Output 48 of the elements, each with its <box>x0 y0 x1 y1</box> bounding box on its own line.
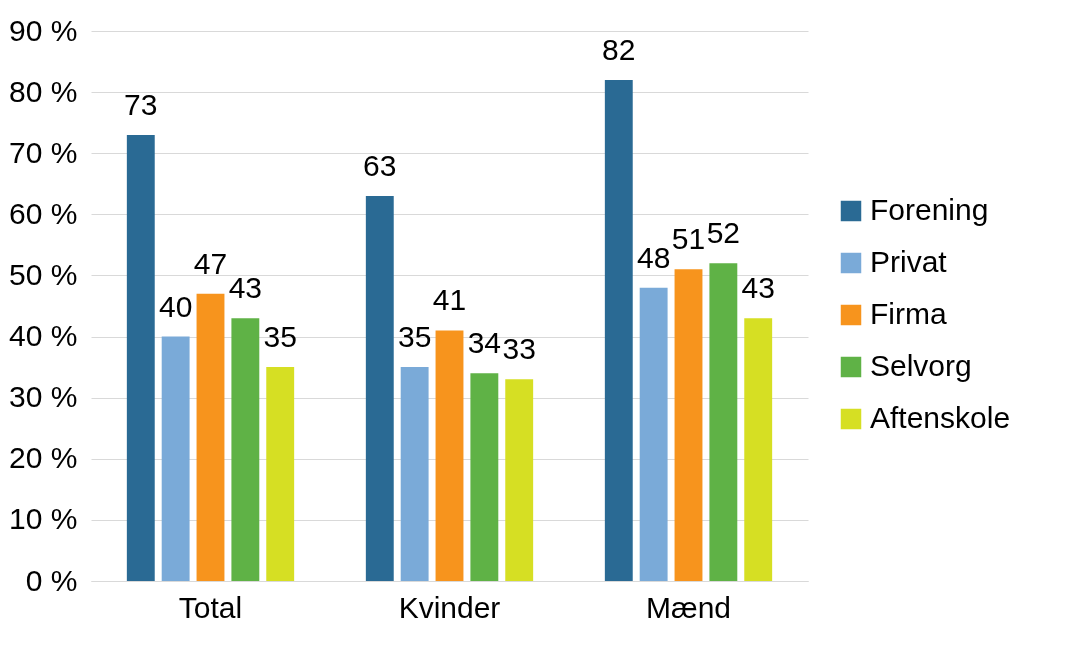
data-label: 43 <box>228 271 263 305</box>
data-label: 40 <box>158 289 193 323</box>
bar <box>674 269 703 581</box>
bar <box>400 367 429 581</box>
y-tick-label: 10 % <box>9 502 78 536</box>
y-tick-label: 30 % <box>9 380 78 414</box>
y-tick-label: 80 % <box>9 74 78 108</box>
bar <box>365 196 394 581</box>
bar <box>266 367 295 581</box>
y-tick-label: 60 % <box>9 196 78 230</box>
data-label: 35 <box>397 320 432 354</box>
y-tick-label: 40 % <box>9 319 78 353</box>
legend-label: Privat <box>870 245 948 278</box>
data-label: 33 <box>502 332 536 366</box>
data-label: 43 <box>741 271 775 305</box>
y-tick-label: 20 % <box>9 441 78 475</box>
data-label: 51 <box>671 222 706 256</box>
data-label: 41 <box>432 283 467 317</box>
data-label: 52 <box>706 216 741 250</box>
legend-label: Selvorg <box>870 349 972 382</box>
bar <box>639 287 668 581</box>
legend-label: Aftenskole <box>870 401 1011 434</box>
data-label: 47 <box>193 246 228 280</box>
bar <box>470 373 499 581</box>
x-tick-label: Mænd <box>645 590 732 624</box>
data-label: 63 <box>363 149 397 182</box>
data-label: 34 <box>467 326 502 360</box>
x-tick-label: Total <box>178 590 243 624</box>
x-tick-label: Kvinder <box>398 590 501 624</box>
y-tick-label: 50 % <box>9 257 78 291</box>
bar <box>744 318 773 581</box>
data-label: 73 <box>124 87 158 121</box>
bar <box>231 318 260 581</box>
legend-label: Firma <box>870 297 947 330</box>
bar <box>161 336 190 581</box>
bar <box>196 293 225 581</box>
data-label: 82 <box>602 32 636 66</box>
bar <box>709 263 738 581</box>
data-label: 48 <box>636 240 671 274</box>
y-tick-label: 0 % <box>25 563 78 597</box>
y-tick-label: 70 % <box>9 135 78 169</box>
bar <box>126 134 155 581</box>
data-label: 35 <box>263 320 297 354</box>
legend-label: Forening <box>870 193 989 226</box>
bar <box>505 379 534 581</box>
bar <box>435 330 464 581</box>
y-tick-label: 90 % <box>9 13 78 47</box>
bar <box>604 79 633 581</box>
